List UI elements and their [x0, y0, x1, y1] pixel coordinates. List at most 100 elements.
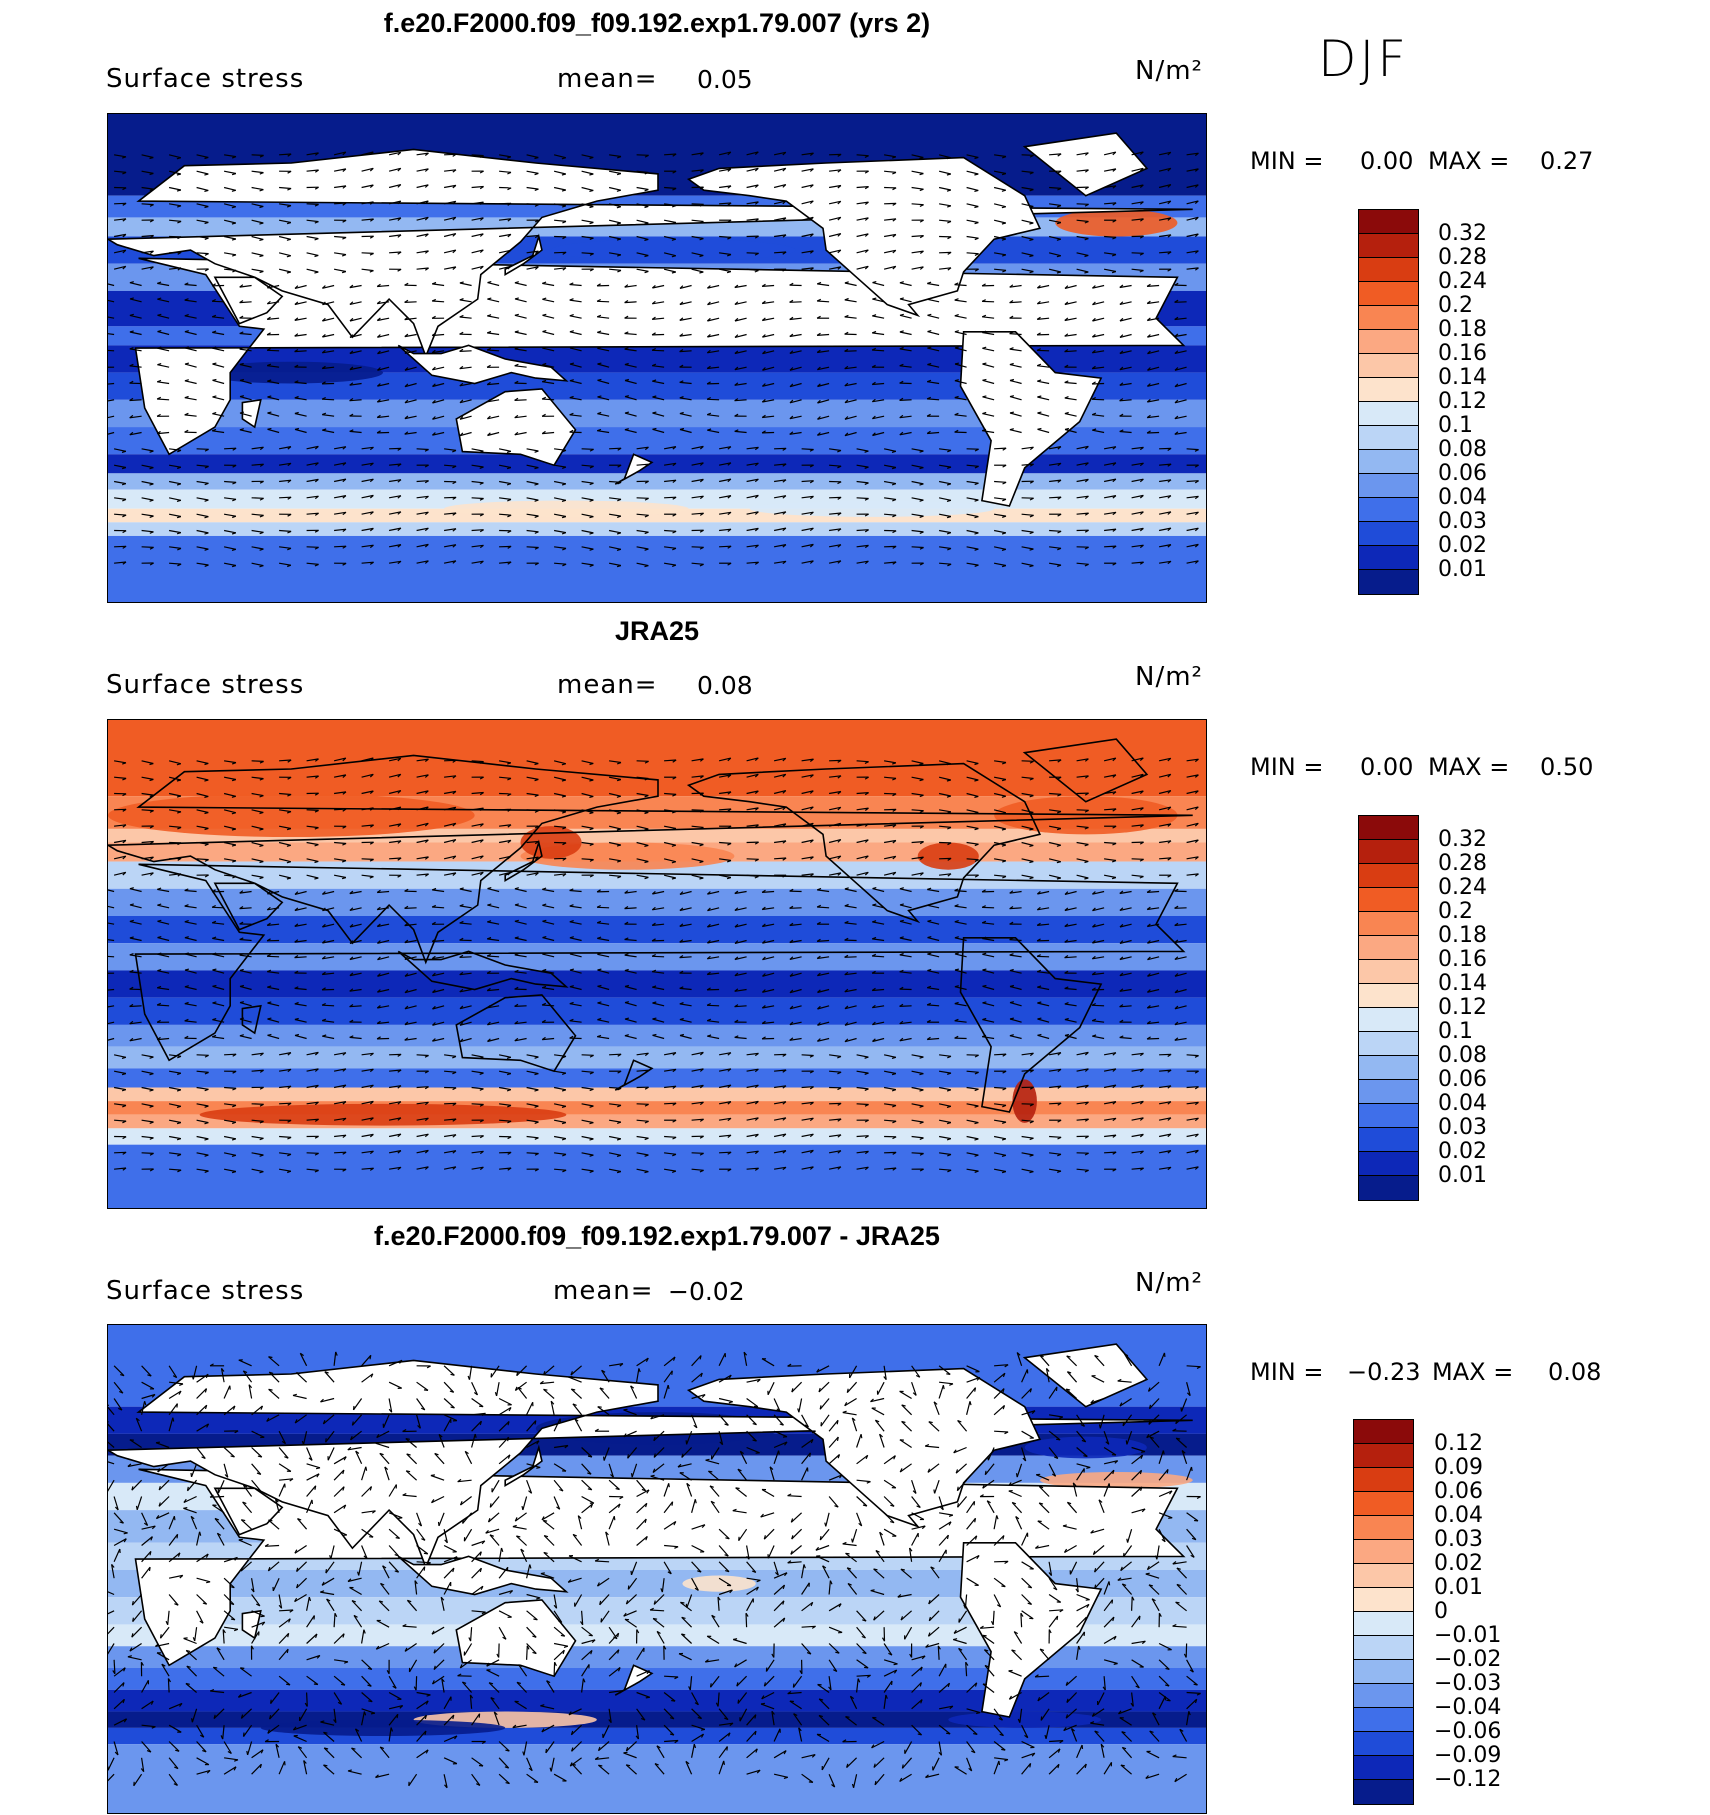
wind-arrow	[388, 217, 402, 221]
wind-arrow-head	[212, 412, 217, 415]
wind-arrow	[553, 154, 566, 159]
wind-arrow	[251, 1052, 264, 1056]
wind-arrow-head	[1053, 1456, 1059, 1459]
wind-arrow-head	[1112, 774, 1117, 778]
wind-arrow	[487, 298, 500, 303]
wind-arrow	[679, 397, 692, 401]
wind-arrow	[471, 217, 484, 221]
wind-arrow-head	[589, 532, 594, 535]
wind-arrow-head	[946, 173, 951, 176]
wind-arrow-head	[1167, 1101, 1172, 1105]
wind-arrow-head	[424, 511, 429, 516]
wind-arrow	[499, 824, 512, 827]
wind-arrow-head	[204, 448, 209, 452]
wind-arrow-head	[837, 855, 842, 860]
wind-arrow	[884, 824, 897, 827]
wind-arrow	[691, 478, 704, 483]
wind-arrow-head	[397, 823, 402, 827]
wind-arrow	[1131, 561, 1144, 564]
wind-arrow-head	[314, 254, 319, 258]
wind-arrow-head	[506, 450, 512, 453]
colorbar-swatch	[1359, 912, 1418, 936]
wind-arrow-head	[321, 396, 326, 400]
wind-arrow	[1092, 382, 1105, 385]
wind-arrow	[624, 284, 637, 288]
wind-arrow	[223, 1119, 237, 1123]
wind-arrow-head	[322, 301, 326, 306]
wind-arrow	[416, 511, 429, 515]
wind-arrow-head	[569, 1018, 574, 1022]
wind-arrow-head	[122, 187, 127, 191]
wind-arrow	[1064, 428, 1077, 434]
wind-arrow-head	[321, 891, 326, 895]
wind-arrow	[746, 218, 759, 221]
wind-arrow-head	[1084, 809, 1089, 813]
wind-arrow-head	[734, 988, 739, 992]
wind-arrow-head	[872, 281, 877, 284]
wind-arrow	[679, 939, 692, 943]
wind-arrow	[542, 298, 555, 303]
wind-arrow-head	[287, 153, 292, 157]
wind-arrow	[487, 988, 500, 992]
wind-arrow-head	[761, 1036, 766, 1040]
wind-arrow-head	[1167, 217, 1172, 221]
wind-arrow-head	[701, 1394, 706, 1398]
wind-arrow	[361, 184, 374, 189]
wind-arrow	[789, 415, 802, 420]
wind-arrow-head	[1057, 776, 1062, 780]
wind-arrow-head	[1112, 757, 1117, 762]
wind-arrow	[224, 154, 237, 158]
wind-arrow	[1131, 1100, 1144, 1105]
wind-arrow	[1174, 301, 1187, 303]
wind-arrow	[1039, 1354, 1050, 1367]
wind-arrow	[718, 151, 731, 156]
wind-arrow	[954, 986, 967, 991]
wind-arrow-head	[616, 206, 621, 209]
wind-arrow	[169, 1054, 182, 1057]
wind-arrow	[459, 1021, 472, 1026]
colorbar-tick-label: 0.04	[1438, 1091, 1487, 1116]
wind-arrow-head	[782, 560, 787, 565]
wind-arrow	[361, 807, 374, 811]
wind-arrow	[416, 233, 429, 238]
wind-arrow-head	[287, 513, 292, 517]
wind-arrow-head	[287, 1136, 292, 1140]
wind-arrow	[129, 348, 142, 352]
wind-arrow-head	[232, 1070, 237, 1074]
wind-arrow	[719, 252, 732, 256]
wind-arrow	[844, 1021, 857, 1026]
wind-arrow-head	[864, 249, 869, 254]
wind-arrow-head	[1194, 1149, 1199, 1154]
wind-arrow-head	[624, 921, 629, 925]
wind-arrow	[349, 890, 362, 895]
wind-arrow-head	[149, 450, 154, 453]
colorbar-swatch	[1359, 546, 1418, 570]
wind-arrow-head	[542, 952, 547, 955]
wind-arrow	[609, 268, 622, 271]
wind-arrow	[1103, 757, 1116, 762]
wind-arrow	[773, 1398, 781, 1412]
wind-arrow	[251, 841, 264, 846]
wind-arrow-head	[424, 806, 429, 811]
wind-arrow-head	[129, 363, 134, 367]
wind-arrow-head	[727, 236, 732, 240]
wind-arrow	[141, 1070, 154, 1075]
wind-arrow	[333, 774, 347, 778]
wind-arrow-head	[899, 1020, 904, 1025]
wind-arrow-head	[1139, 494, 1144, 499]
wind-arrow-head	[479, 450, 484, 453]
wind-arrow	[499, 218, 512, 221]
wind-arrow	[108, 1406, 115, 1416]
wind-arrow-head	[1084, 495, 1089, 500]
wind-arrow	[212, 396, 225, 401]
wind-arrow	[223, 809, 236, 814]
wind-arrow	[361, 511, 374, 515]
wind-arrow-head	[232, 515, 237, 519]
wind-arrow-head	[122, 793, 127, 797]
wind-arrow	[1021, 841, 1034, 846]
wind-arrow-head	[157, 297, 162, 300]
wind-arrow	[212, 331, 225, 336]
wind-arrow	[157, 314, 170, 319]
wind-arrow-head	[1112, 1134, 1117, 1138]
wind-arrow	[1049, 1068, 1062, 1072]
